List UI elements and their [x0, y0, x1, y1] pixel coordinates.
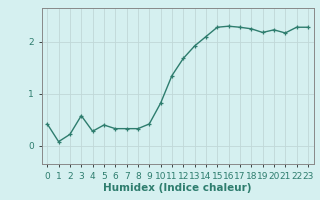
X-axis label: Humidex (Indice chaleur): Humidex (Indice chaleur) [103, 183, 252, 193]
